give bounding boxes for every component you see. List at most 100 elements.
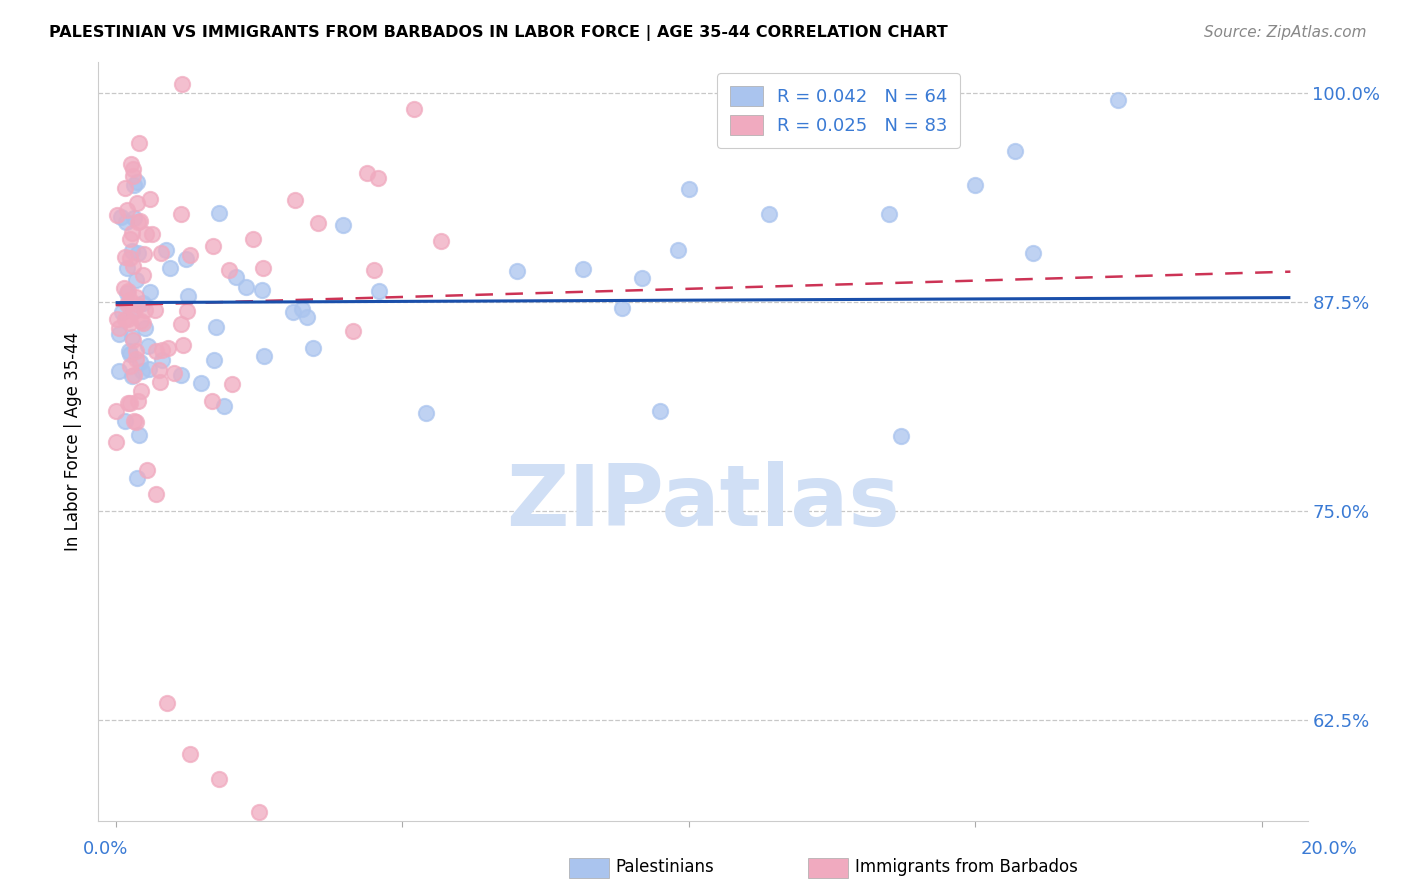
Point xyxy=(132,295,155,310)
Point xyxy=(202,239,225,253)
Point xyxy=(1021,246,1043,260)
Point xyxy=(124,304,146,318)
Point xyxy=(138,362,160,376)
Point xyxy=(139,285,162,299)
Point xyxy=(129,313,152,327)
Point xyxy=(108,320,131,334)
Point xyxy=(128,355,150,369)
Point xyxy=(572,262,595,277)
Point xyxy=(136,339,159,353)
Point xyxy=(159,261,181,276)
Point xyxy=(115,260,138,275)
Point xyxy=(253,349,276,363)
Point xyxy=(252,261,274,276)
Point xyxy=(145,487,167,501)
Point xyxy=(132,316,155,330)
Point xyxy=(890,428,912,442)
Point xyxy=(134,321,156,335)
Point xyxy=(367,171,389,186)
Point xyxy=(430,234,453,248)
Point xyxy=(1107,93,1129,107)
Text: Palestinians: Palestinians xyxy=(616,858,714,876)
Point xyxy=(114,215,136,229)
Point xyxy=(121,244,143,259)
Point xyxy=(135,463,157,477)
Point xyxy=(506,264,529,278)
Point xyxy=(125,273,148,287)
Point xyxy=(127,298,149,312)
Point xyxy=(150,246,173,260)
Point xyxy=(114,181,136,195)
Point xyxy=(678,182,700,196)
Point xyxy=(648,403,671,417)
Point xyxy=(132,268,155,282)
Point xyxy=(122,368,145,382)
Point xyxy=(302,341,325,355)
Point xyxy=(121,169,143,184)
Point xyxy=(363,262,385,277)
Point xyxy=(332,218,354,232)
Point xyxy=(120,251,142,265)
Point xyxy=(235,280,257,294)
Point xyxy=(307,216,329,230)
Point xyxy=(120,293,142,308)
Point xyxy=(128,428,150,442)
Point xyxy=(208,772,231,786)
Point xyxy=(124,351,146,366)
Point xyxy=(221,377,243,392)
Point xyxy=(172,337,194,351)
Point xyxy=(115,202,138,217)
Point xyxy=(110,210,132,224)
Text: Immigrants from Barbados: Immigrants from Barbados xyxy=(855,858,1078,876)
Point xyxy=(965,178,987,192)
Point xyxy=(207,206,229,220)
Point xyxy=(758,206,780,220)
Point xyxy=(121,330,143,344)
Point xyxy=(115,286,138,301)
Point xyxy=(170,77,193,91)
Point xyxy=(225,269,247,284)
Text: ZIPatlas: ZIPatlas xyxy=(506,460,900,544)
Point xyxy=(127,246,149,260)
Point xyxy=(284,193,307,207)
Text: 0.0%: 0.0% xyxy=(83,840,128,858)
Point xyxy=(112,280,135,294)
Point xyxy=(125,196,148,211)
Point xyxy=(114,311,136,326)
Point xyxy=(121,303,143,318)
Point xyxy=(125,344,148,359)
Point xyxy=(150,343,173,357)
Point xyxy=(118,359,141,373)
Point xyxy=(295,310,318,325)
Point xyxy=(131,364,153,378)
Point xyxy=(169,317,191,331)
Point xyxy=(1004,144,1026,158)
Point xyxy=(415,406,437,420)
Point xyxy=(247,805,270,820)
Point xyxy=(118,232,141,246)
Point xyxy=(122,333,145,347)
Point xyxy=(610,301,633,316)
Point xyxy=(127,215,149,229)
Point xyxy=(118,344,141,359)
Point xyxy=(143,303,166,318)
Point xyxy=(174,252,197,266)
Point xyxy=(156,697,179,711)
Point xyxy=(107,326,129,341)
Point xyxy=(291,301,314,316)
Point xyxy=(170,368,193,383)
Point xyxy=(367,284,389,298)
Point xyxy=(114,250,136,264)
Point xyxy=(124,415,146,429)
Point xyxy=(242,232,264,246)
Point xyxy=(402,103,425,117)
Point xyxy=(281,305,304,319)
Y-axis label: In Labor Force | Age 35-44: In Labor Force | Age 35-44 xyxy=(65,332,83,551)
Point xyxy=(179,747,201,761)
Point xyxy=(129,384,152,398)
Point xyxy=(120,316,142,330)
Point xyxy=(121,368,143,383)
Point xyxy=(201,393,224,408)
Point xyxy=(163,366,186,380)
Point xyxy=(135,227,157,241)
